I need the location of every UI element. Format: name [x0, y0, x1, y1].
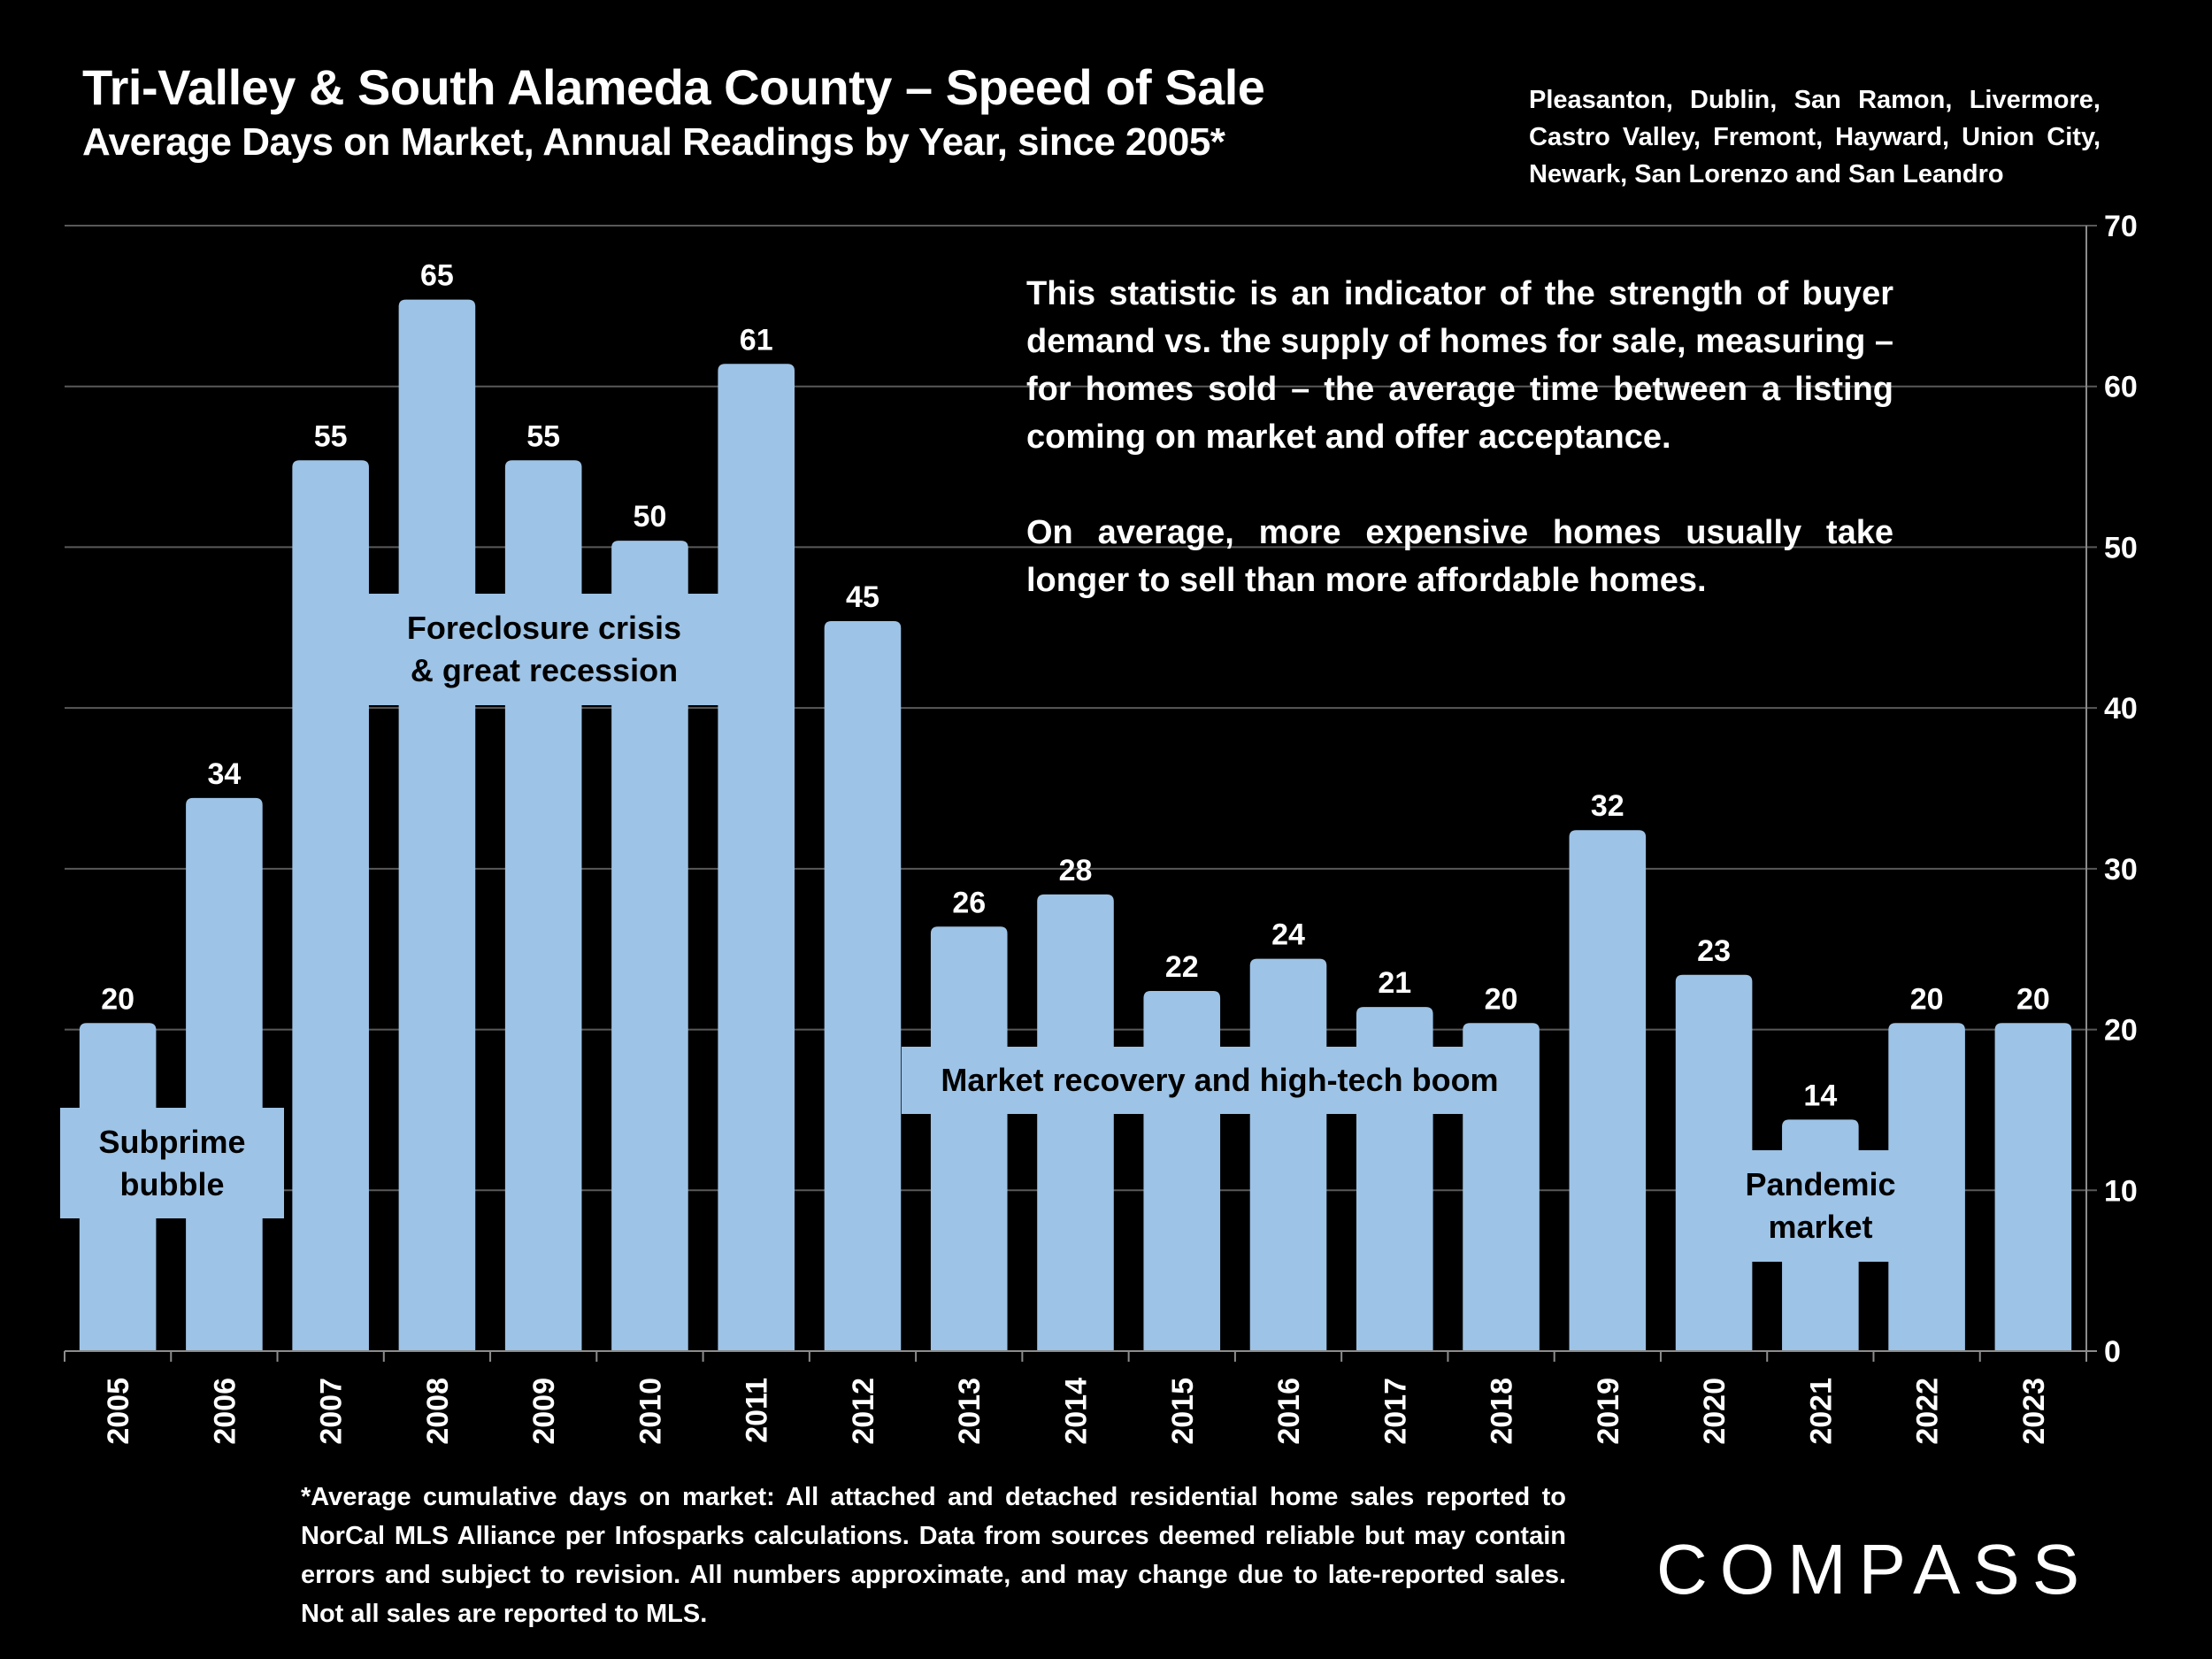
y-tick-label: 10	[2104, 1174, 2138, 1208]
x-tick-label: 2009	[527, 1378, 561, 1445]
x-tick-label: 2016	[1272, 1378, 1306, 1445]
x-tick-label: 2012	[847, 1378, 880, 1445]
data-label: 20	[1485, 982, 1518, 1016]
bar-2006	[186, 797, 263, 1351]
annotation-foreclosure-line2: & great recession	[410, 652, 679, 688]
x-tick-label: 2023	[2017, 1378, 2051, 1445]
bar-2014	[1037, 894, 1114, 1351]
x-tick-label: 2011	[741, 1378, 774, 1443]
note-paragraph-1: This statistic is an indicator of the st…	[1026, 275, 1893, 456]
data-label: 61	[740, 323, 773, 357]
bar-2020	[1675, 974, 1753, 1351]
data-label: 34	[207, 757, 241, 791]
data-label: 14	[1803, 1079, 1837, 1112]
x-tick-label: 2015	[1166, 1378, 1200, 1445]
data-label: 55	[314, 419, 348, 453]
y-tick-label: 70	[2104, 210, 2138, 243]
explanatory-note: This statistic is an indicator of the st…	[1026, 270, 1893, 652]
data-label: 23	[1697, 934, 1731, 968]
x-tick-label: 2007	[315, 1378, 349, 1445]
x-tick-label: 2006	[208, 1378, 242, 1445]
x-tick-label: 2010	[634, 1378, 667, 1445]
annotation-foreclosure: Foreclosure crisis & great recession	[294, 594, 795, 705]
compass-logo: COMPASS	[1656, 1530, 2093, 1609]
annotation-recovery-text: Market recovery and high-tech boom	[941, 1062, 1499, 1098]
annotation-pandemic-line1: Pandemic	[1745, 1166, 1896, 1202]
y-tick-label: 60	[2104, 371, 2138, 404]
bar-2008	[398, 299, 476, 1351]
bar-2012	[824, 621, 902, 1351]
data-label: 20	[1910, 982, 1944, 1016]
cities-list: Pleasanton, Dublin, San Ramon, Livermore…	[1529, 86, 2101, 188]
bar-2022	[1888, 1023, 1965, 1351]
x-tick-label: 2020	[1698, 1378, 1732, 1445]
bar-2023	[1994, 1023, 2072, 1351]
x-tick-label: 2019	[1592, 1378, 1625, 1445]
bar-2016	[1249, 958, 1327, 1351]
footnote: *Average cumulative days on market: All …	[301, 1483, 1566, 1628]
data-labels: 20 34 55 65 55 50 61 45 26 28 22 24 21 20 32 23 14 20 20	[101, 259, 2050, 1113]
y-tick-label: 50	[2104, 531, 2138, 565]
chart-title: Tri-Valley & South Alameda County – Spee…	[82, 59, 1265, 115]
y-tick-label: 20	[2104, 1014, 2138, 1048]
data-label: 65	[420, 259, 454, 293]
bar-2013	[930, 926, 1008, 1351]
data-label: 32	[1591, 789, 1624, 823]
data-label: 55	[526, 419, 560, 453]
x-tick-label: 2021	[1804, 1378, 1838, 1445]
bar-2011	[718, 364, 795, 1351]
data-label: 22	[1165, 950, 1199, 984]
x-tick-label: 2014	[1060, 1378, 1094, 1445]
data-label: 26	[952, 886, 986, 919]
axes: 0 10 20 30 40 50 60 70 2005 2006 2007 2008 2009 2010 2…	[64, 210, 2138, 1445]
y-tick-label: 40	[2104, 692, 2138, 726]
chart-subtitle: Average Days on Market, Annual Readings …	[82, 120, 1225, 164]
bar-2019	[1569, 830, 1647, 1351]
note-paragraph-2: On average, more expensive homes usually…	[1026, 514, 1893, 599]
annotation-pandemic: Pandemic market	[1745, 1150, 1896, 1262]
data-label: 21	[1378, 966, 1411, 1000]
y-tick-label: 0	[2104, 1335, 2121, 1369]
x-tick-label: 2008	[421, 1378, 455, 1445]
data-label: 24	[1271, 918, 1305, 952]
x-tick-label: 2017	[1379, 1378, 1412, 1445]
data-label: 20	[2016, 982, 2050, 1016]
x-tick-label: 2013	[953, 1378, 987, 1445]
x-tick-label: 2022	[1911, 1378, 1945, 1445]
bar-2010	[611, 541, 688, 1351]
bar-2015	[1143, 990, 1221, 1351]
annotation-subprime: Subprime bubble	[60, 1108, 284, 1218]
annotation-pandemic-line2: market	[1768, 1209, 1873, 1245]
x-tick-label: 2005	[102, 1378, 135, 1445]
annotation-recovery: Market recovery and high-tech boom	[902, 1047, 1538, 1114]
annotation-subprime-text: Subprime bubble	[98, 1123, 246, 1202]
data-label: 50	[634, 500, 667, 534]
data-label: 45	[846, 580, 879, 614]
x-tick-label: 2018	[1486, 1378, 1519, 1445]
data-label: 28	[1059, 854, 1093, 887]
data-label: 20	[101, 982, 134, 1016]
y-tick-label: 30	[2104, 853, 2138, 887]
annotation-foreclosure-line1: Foreclosure crisis	[406, 610, 682, 646]
